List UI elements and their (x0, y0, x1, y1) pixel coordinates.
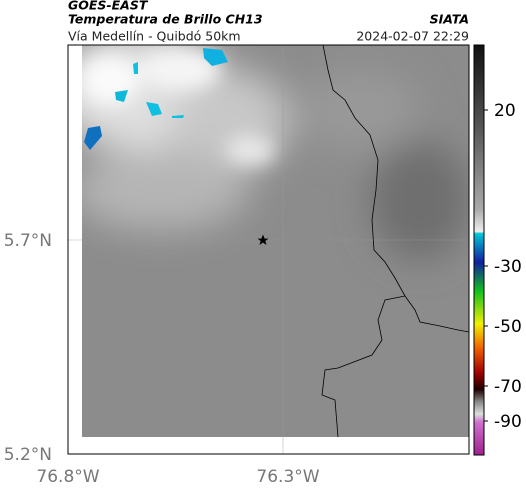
region: Vía Medellín - Quibdó 50km (68, 29, 241, 44)
colorbar-label: -30 (494, 257, 522, 277)
colorbar-label: 20 (494, 101, 516, 121)
product: Temperatura de Brillo CH13 (68, 12, 263, 27)
colorbar-label: -50 (494, 317, 522, 337)
timestamp: 2024-02-07 22:29 (356, 29, 469, 44)
location-star (257, 234, 269, 245)
colorbar (473, 44, 485, 456)
lat-label: 5.7°N (4, 231, 52, 251)
satellite-image (82, 45, 469, 437)
satellite: GOES-EAST (68, 0, 149, 13)
colorbar-label: -90 (494, 412, 522, 432)
lon-label: 76.8°W (36, 467, 99, 487)
colorbar-ticks (484, 109, 488, 422)
graticule (68, 45, 469, 454)
borders (321, 44, 470, 438)
source: SIATA (430, 12, 469, 27)
lon-label: 76.3°W (256, 467, 319, 487)
colorbar-label: -70 (494, 377, 522, 397)
lat-label: 5.2°N (4, 445, 52, 465)
map-frame (67, 44, 470, 455)
